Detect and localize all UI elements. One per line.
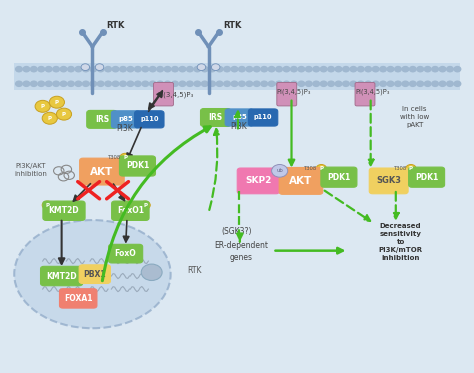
Text: RTK: RTK	[107, 21, 125, 30]
Circle shape	[432, 81, 438, 87]
Text: PI(3,4,5)P₃: PI(3,4,5)P₃	[157, 92, 193, 98]
Circle shape	[447, 81, 453, 87]
Text: KMT2D: KMT2D	[46, 272, 77, 280]
Circle shape	[35, 100, 50, 112]
Circle shape	[320, 66, 327, 72]
Circle shape	[350, 66, 357, 72]
Circle shape	[16, 66, 22, 72]
Circle shape	[119, 81, 126, 87]
Circle shape	[23, 66, 30, 72]
Circle shape	[298, 66, 305, 72]
Circle shape	[209, 66, 216, 72]
Text: p110: p110	[140, 116, 159, 122]
Circle shape	[23, 81, 30, 87]
FancyBboxPatch shape	[248, 109, 278, 126]
Ellipse shape	[14, 220, 171, 328]
FancyBboxPatch shape	[109, 244, 143, 263]
Circle shape	[127, 81, 134, 87]
Circle shape	[216, 66, 223, 72]
Circle shape	[56, 108, 72, 120]
Circle shape	[439, 81, 446, 87]
Text: T308: T308	[394, 166, 408, 171]
Text: P: P	[319, 166, 323, 171]
Circle shape	[68, 66, 74, 72]
Circle shape	[135, 66, 141, 72]
Text: SKP2: SKP2	[245, 176, 272, 185]
Text: SGK3: SGK3	[376, 176, 401, 185]
Text: FoxO: FoxO	[115, 249, 137, 258]
Text: PDK1: PDK1	[415, 173, 438, 182]
FancyBboxPatch shape	[154, 82, 173, 106]
Circle shape	[81, 64, 90, 70]
Circle shape	[149, 81, 156, 87]
Text: FOXA1: FOXA1	[64, 294, 92, 303]
Circle shape	[283, 81, 290, 87]
Circle shape	[224, 81, 230, 87]
Circle shape	[164, 66, 171, 72]
Circle shape	[291, 66, 297, 72]
Circle shape	[424, 81, 431, 87]
Circle shape	[119, 66, 126, 72]
Circle shape	[387, 81, 394, 87]
Text: PI3K: PI3K	[116, 124, 133, 133]
Text: p85: p85	[118, 116, 133, 122]
Circle shape	[179, 66, 186, 72]
Circle shape	[42, 112, 57, 124]
Text: P: P	[409, 166, 413, 171]
Circle shape	[82, 81, 89, 87]
Circle shape	[254, 66, 260, 72]
FancyBboxPatch shape	[201, 109, 231, 126]
Text: IRS: IRS	[95, 115, 109, 124]
Circle shape	[187, 81, 193, 87]
Circle shape	[224, 66, 230, 72]
Circle shape	[231, 81, 238, 87]
FancyBboxPatch shape	[87, 110, 117, 128]
Text: IRS: IRS	[209, 113, 223, 122]
Circle shape	[157, 81, 164, 87]
Circle shape	[365, 81, 372, 87]
Circle shape	[439, 66, 446, 72]
Circle shape	[447, 66, 453, 72]
Text: P: P	[41, 104, 45, 109]
Circle shape	[53, 66, 59, 72]
Circle shape	[268, 81, 275, 87]
FancyBboxPatch shape	[14, 76, 460, 90]
Circle shape	[30, 66, 37, 72]
Text: PI3K: PI3K	[230, 122, 247, 131]
Circle shape	[276, 66, 283, 72]
Circle shape	[95, 64, 104, 70]
Circle shape	[305, 81, 312, 87]
Circle shape	[357, 66, 364, 72]
Text: PI3K/AKT
inhibition: PI3K/AKT inhibition	[14, 163, 47, 177]
Circle shape	[343, 66, 349, 72]
FancyBboxPatch shape	[279, 167, 323, 194]
Text: p85: p85	[232, 115, 247, 120]
Circle shape	[60, 81, 67, 87]
Circle shape	[46, 81, 52, 87]
Circle shape	[395, 66, 401, 72]
Circle shape	[97, 66, 104, 72]
Circle shape	[149, 66, 156, 72]
Circle shape	[38, 81, 45, 87]
Circle shape	[172, 81, 178, 87]
Circle shape	[112, 66, 119, 72]
Circle shape	[42, 201, 53, 209]
Circle shape	[272, 164, 288, 177]
FancyBboxPatch shape	[112, 201, 149, 220]
Circle shape	[201, 81, 208, 87]
Text: p110: p110	[254, 115, 273, 120]
Text: KMT2D: KMT2D	[49, 206, 79, 215]
Circle shape	[417, 66, 424, 72]
Circle shape	[246, 81, 253, 87]
Circle shape	[380, 81, 386, 87]
Circle shape	[112, 81, 119, 87]
Circle shape	[157, 66, 164, 72]
Text: P: P	[123, 155, 127, 160]
Circle shape	[231, 66, 238, 72]
Circle shape	[60, 66, 67, 72]
Circle shape	[402, 66, 409, 72]
Text: Decreased
sensitivity
to
PI3K/mTOR
inhibition: Decreased sensitivity to PI3K/mTOR inhib…	[378, 223, 423, 261]
Circle shape	[105, 66, 111, 72]
Circle shape	[335, 66, 342, 72]
